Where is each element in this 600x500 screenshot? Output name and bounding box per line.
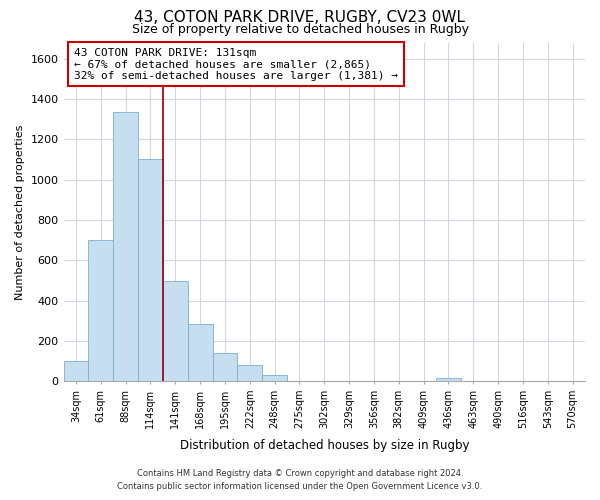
Bar — [188, 324, 212, 381]
Bar — [88, 240, 113, 381]
Text: 43 COTON PARK DRIVE: 131sqm
← 67% of detached houses are smaller (2,865)
32% of : 43 COTON PARK DRIVE: 131sqm ← 67% of det… — [74, 48, 398, 81]
Bar — [262, 375, 287, 381]
Text: Contains HM Land Registry data © Crown copyright and database right 2024.
Contai: Contains HM Land Registry data © Crown c… — [118, 470, 482, 491]
X-axis label: Distribution of detached houses by size in Rugby: Distribution of detached houses by size … — [179, 440, 469, 452]
Text: Size of property relative to detached houses in Rugby: Size of property relative to detached ho… — [131, 22, 469, 36]
Bar — [436, 378, 461, 381]
Bar — [113, 112, 138, 381]
Bar — [163, 282, 188, 381]
Bar — [138, 160, 163, 381]
Text: 43, COTON PARK DRIVE, RUGBY, CV23 0WL: 43, COTON PARK DRIVE, RUGBY, CV23 0WL — [134, 10, 466, 25]
Bar — [238, 365, 262, 381]
Bar — [64, 361, 88, 381]
Bar — [212, 353, 238, 381]
Y-axis label: Number of detached properties: Number of detached properties — [15, 124, 25, 300]
